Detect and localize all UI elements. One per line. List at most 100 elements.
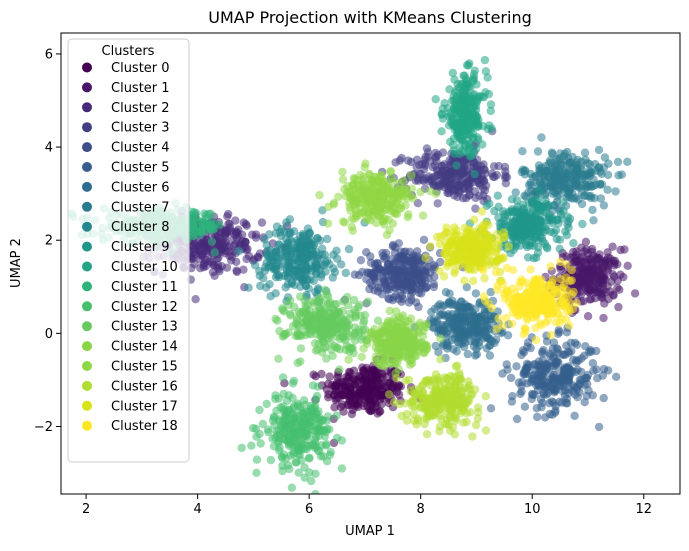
data-point — [568, 266, 576, 274]
data-point — [542, 299, 550, 307]
data-point — [305, 229, 313, 237]
x-tick-label: 10 — [524, 502, 541, 517]
data-point — [552, 318, 560, 326]
data-point — [620, 245, 628, 253]
data-point — [587, 256, 595, 264]
data-point — [574, 156, 582, 164]
data-point — [529, 228, 537, 236]
data-point — [388, 330, 396, 338]
data-point — [519, 346, 527, 354]
data-point — [361, 159, 369, 167]
data-point — [274, 355, 282, 363]
data-point — [383, 195, 391, 203]
data-point — [499, 322, 507, 330]
data-point — [460, 277, 468, 285]
x-axis-label: UMAP 1 — [345, 524, 395, 539]
data-point — [532, 336, 540, 344]
data-point — [527, 344, 535, 352]
data-point — [548, 163, 556, 171]
data-point — [461, 91, 469, 99]
data-point — [382, 205, 390, 213]
y-tick-label: 6 — [45, 47, 53, 62]
y-tick-label: 0 — [45, 327, 53, 342]
data-point — [433, 233, 441, 241]
data-point — [581, 149, 589, 157]
data-point — [422, 254, 430, 262]
data-point — [494, 314, 502, 322]
data-point — [589, 216, 597, 224]
data-point — [480, 292, 488, 300]
data-point — [310, 256, 318, 264]
data-point — [267, 456, 275, 464]
data-point — [395, 382, 403, 390]
data-point — [484, 125, 492, 133]
data-point — [472, 421, 480, 429]
data-point — [265, 230, 273, 238]
data-point — [558, 284, 566, 292]
data-point — [453, 347, 461, 355]
data-point — [569, 239, 577, 247]
data-point — [431, 161, 439, 169]
data-point — [508, 397, 516, 405]
data-point — [360, 317, 368, 325]
data-point — [547, 282, 555, 290]
data-point — [586, 160, 594, 168]
data-point — [288, 484, 296, 492]
data-point — [322, 258, 330, 266]
data-point — [324, 412, 332, 420]
data-point — [589, 265, 597, 273]
data-point — [450, 134, 458, 142]
data-point — [334, 193, 342, 201]
data-point — [547, 331, 555, 339]
data-point — [212, 220, 220, 228]
data-point — [335, 365, 343, 373]
data-point — [300, 396, 308, 404]
data-point — [559, 198, 567, 206]
data-point — [309, 441, 317, 449]
data-point — [275, 444, 283, 452]
data-point — [536, 277, 544, 285]
data-point — [348, 344, 356, 352]
data-point — [436, 334, 444, 342]
data-point — [273, 317, 281, 325]
data-point — [196, 240, 204, 248]
data-point — [459, 304, 467, 312]
data-point — [465, 191, 473, 199]
data-point — [244, 284, 252, 292]
data-point — [305, 408, 313, 416]
data-point — [600, 365, 608, 373]
data-point — [432, 95, 440, 103]
data-point — [366, 279, 374, 287]
data-point — [374, 330, 382, 338]
data-point — [318, 250, 326, 258]
data-point — [346, 310, 354, 318]
data-point — [454, 171, 462, 179]
data-point — [409, 397, 417, 405]
data-point — [371, 262, 379, 270]
data-point — [355, 387, 363, 395]
x-tick-label: 2 — [82, 502, 90, 517]
data-point — [482, 426, 490, 434]
data-point — [539, 346, 547, 354]
data-point — [282, 245, 290, 253]
data-point — [357, 204, 365, 212]
data-point — [399, 311, 407, 319]
data-point — [377, 391, 385, 399]
data-point — [449, 69, 457, 77]
data-point — [294, 321, 302, 329]
data-point — [294, 332, 302, 340]
data-point — [612, 373, 620, 381]
data-point — [534, 147, 542, 155]
data-point — [586, 280, 594, 288]
data-point — [316, 294, 324, 302]
data-point — [310, 277, 318, 285]
data-point — [362, 364, 370, 372]
data-point — [315, 327, 323, 335]
data-point — [598, 272, 606, 280]
data-point — [305, 454, 313, 462]
data-point — [537, 403, 545, 411]
data-point — [450, 269, 458, 277]
data-point — [566, 371, 574, 379]
data-point — [312, 396, 320, 404]
data-point — [517, 235, 525, 243]
